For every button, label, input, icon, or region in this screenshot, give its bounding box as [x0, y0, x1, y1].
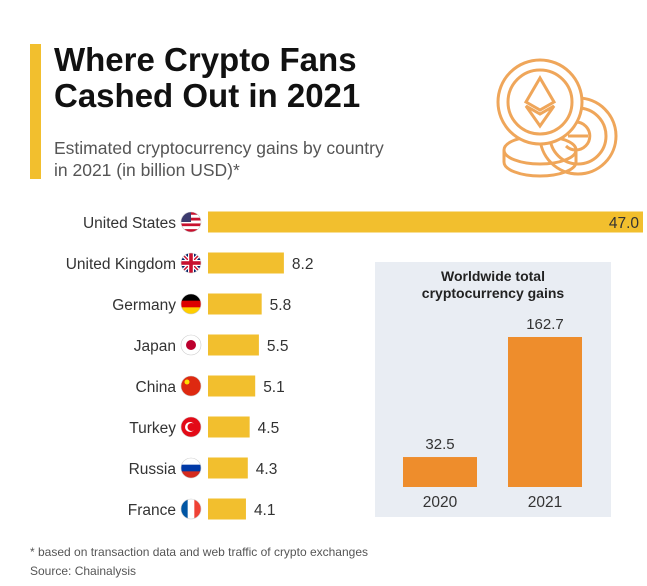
country-label: Germany: [112, 297, 176, 314]
france-flag-icon: [180, 498, 202, 520]
country-label: Japan: [134, 338, 176, 355]
country-value-label: 47.0: [609, 215, 640, 232]
country-bar: [208, 498, 246, 520]
country-value-label: 4.5: [258, 420, 280, 437]
worldwide-bar-chart: 32.5 2020 162.7 2021: [403, 316, 582, 511]
country-bar: [208, 375, 256, 397]
china-flag-icon: [180, 375, 202, 397]
worldwide-bar: [508, 337, 582, 487]
country-bar: [208, 211, 643, 233]
footnote: * based on transaction data and web traf…: [30, 545, 368, 559]
country-label: United Kingdom: [66, 256, 176, 273]
chart-subtitle: Estimated cryptocurrency gains by countr…: [54, 138, 384, 180]
title-accent-bar: [30, 44, 41, 179]
worldwide-panel-title: Worldwide total cryptocurrency gains: [421, 268, 565, 301]
germany-flag-icon: [180, 293, 202, 315]
country-value-label: 5.1: [263, 379, 285, 396]
source-note: Source: Chainalysis: [30, 564, 137, 578]
country-value-label: 4.1: [254, 502, 276, 519]
chart-title: Where Crypto Fans Cashed Out in 2021: [54, 41, 361, 114]
country-label: Turkey: [129, 420, 176, 437]
country-label: Russia: [129, 461, 177, 478]
worldwide-year-label: 2020: [423, 494, 458, 511]
worldwide-bar: [403, 457, 477, 487]
country-label: China: [136, 379, 177, 396]
country-bar: [208, 416, 250, 438]
country-value-label: 5.5: [267, 338, 289, 355]
worldwide-year-label: 2021: [528, 494, 562, 511]
uk-flag-icon: [180, 252, 202, 274]
japan-flag-icon: [180, 334, 202, 356]
country-value-label: 8.2: [292, 256, 314, 273]
country-bar: [208, 457, 248, 479]
us-flag-icon: [180, 211, 202, 233]
country-value-label: 5.8: [270, 297, 292, 314]
country-bar-chart: United States 47.0 United Kingdom 8.2 German…: [66, 211, 643, 520]
turkey-flag-icon: [180, 416, 202, 438]
crypto-coins-icon: [496, 58, 618, 178]
country-bar: [208, 293, 262, 315]
russia-flag-icon: [180, 457, 202, 479]
worldwide-value-label: 162.7: [526, 316, 564, 333]
country-value-label: 4.3: [256, 461, 278, 478]
worldwide-value-label: 32.5: [425, 436, 454, 453]
country-bar: [208, 252, 284, 274]
country-label: United States: [83, 215, 176, 232]
country-bar: [208, 334, 259, 356]
country-label: France: [128, 502, 176, 519]
